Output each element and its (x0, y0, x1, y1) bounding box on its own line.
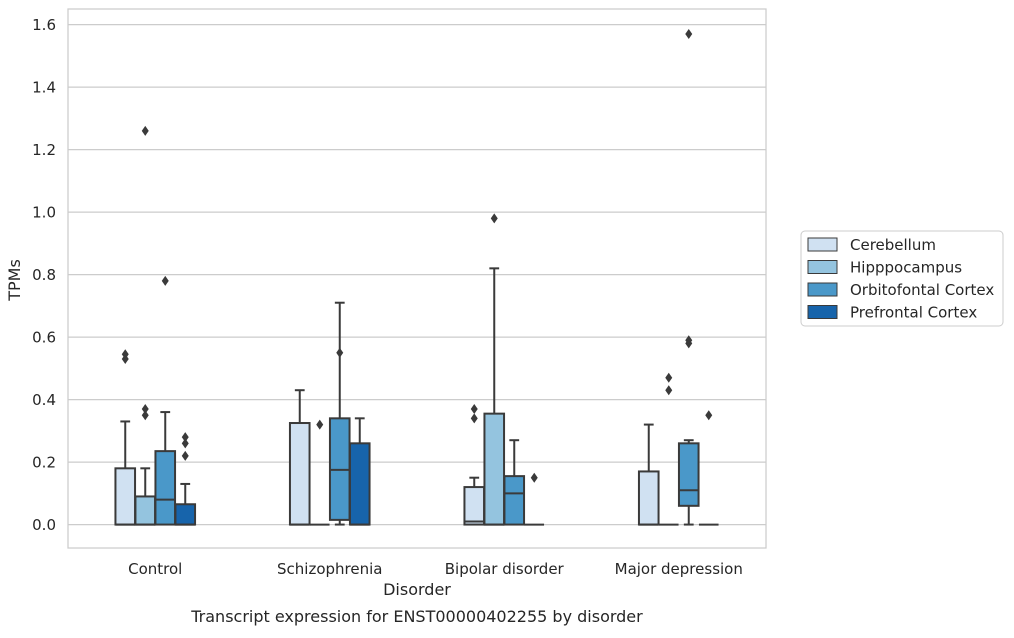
y-tick-label: 0.8 (32, 266, 56, 284)
iqr-box (483, 412, 506, 526)
box-series (114, 28, 719, 526)
box-orbitofontal-cortex (677, 28, 700, 526)
outlier-point (530, 472, 538, 483)
outlier-point (161, 275, 169, 286)
outlier-point (141, 410, 149, 421)
box-hipppocampus (134, 125, 157, 526)
outlier-point (336, 347, 344, 358)
legend: Cerebellum Hipppocampus Orbitofontal Corte… (800, 230, 1004, 327)
iqr-box (154, 450, 177, 526)
y-tick-label: 0.6 (32, 329, 56, 347)
outlier-point (181, 450, 189, 461)
outlier-point (685, 28, 693, 39)
chart-title: Transcript expression for ENST0000040225… (190, 607, 643, 626)
legend-swatch (807, 237, 838, 252)
y-tick-label: 0.4 (32, 391, 56, 409)
outlier-point (181, 432, 189, 443)
box-hipppocampus (309, 419, 330, 526)
x-tick-labels: Control Schizophrenia Bipolar disorder Majo… (128, 560, 743, 578)
iqr-box (348, 442, 371, 526)
outlier-point (141, 125, 149, 136)
grid-lines (68, 23, 766, 526)
outlier-point (470, 413, 478, 424)
outlier-point (665, 372, 673, 383)
iqr-box (134, 495, 157, 526)
outlier-point (490, 213, 498, 224)
plot-frame (67, 8, 767, 549)
box-cerebellum (114, 349, 137, 526)
outlier-point (665, 385, 673, 396)
outlier-point (705, 410, 713, 421)
y-tick-label: 1.0 (32, 204, 56, 222)
legend-label: Prefrontal Cortex (850, 304, 977, 322)
y-tick-labels: 0.0 0.2 0.4 0.6 0.8 1.0 1.2 1.4 1.6 (32, 16, 56, 534)
x-axis-label: Disorder (383, 580, 451, 599)
x-tick-label: Major depression (615, 560, 743, 578)
y-axis-label: TPMs (5, 259, 24, 302)
iqr-box (114, 467, 137, 526)
legend-label: Hipppocampus (850, 259, 962, 277)
outlier-point (141, 403, 149, 414)
x-tick-label: Bipolar disorder (445, 560, 565, 578)
box-orbitofontal-cortex (154, 275, 177, 526)
box-prefrontal-cortex (524, 472, 545, 526)
box-cerebellum (637, 423, 660, 526)
outlier-point (685, 335, 693, 346)
outlier-point (181, 438, 189, 449)
iqr-box (503, 475, 526, 526)
legend-frame (800, 230, 1004, 327)
legend-label: Orbitofontal Cortex (850, 281, 994, 299)
legend-swatch (807, 260, 838, 274)
y-tick-label: 0.0 (32, 516, 56, 534)
outlier-point (121, 349, 129, 360)
outlier-point (316, 419, 324, 430)
outlier-point (470, 403, 478, 414)
box-cerebellum (463, 403, 486, 526)
legend-swatch (807, 282, 838, 297)
iqr-box (637, 470, 660, 526)
x-tick-label: Control (128, 560, 182, 578)
y-tick-label: 1.2 (32, 141, 56, 159)
x-tick-label: Schizophrenia (277, 560, 382, 578)
legend-swatch (807, 305, 838, 319)
iqr-box (174, 503, 197, 526)
iqr-box (288, 422, 311, 526)
legend-label: Cerebellum (850, 236, 936, 254)
y-tick-label: 1.4 (32, 79, 56, 97)
box-cerebellum (288, 389, 311, 526)
box-prefrontal-cortex (698, 410, 719, 526)
box-orbitofontal-cortex (328, 301, 351, 526)
box-orbitofontal-cortex (503, 439, 526, 526)
y-tick-label: 1.6 (32, 16, 56, 34)
iqr-box (463, 486, 486, 526)
box-hipppocampus (483, 213, 506, 526)
box-prefrontal-cortex (174, 432, 197, 526)
iqr-box (677, 442, 700, 507)
legend-items: Cerebellum Hipppocampus Orbitofontal Corte… (807, 236, 994, 322)
y-tick-label: 0.2 (32, 454, 56, 472)
box-hipppocampus (658, 372, 679, 526)
box-prefrontal-cortex (348, 417, 371, 526)
